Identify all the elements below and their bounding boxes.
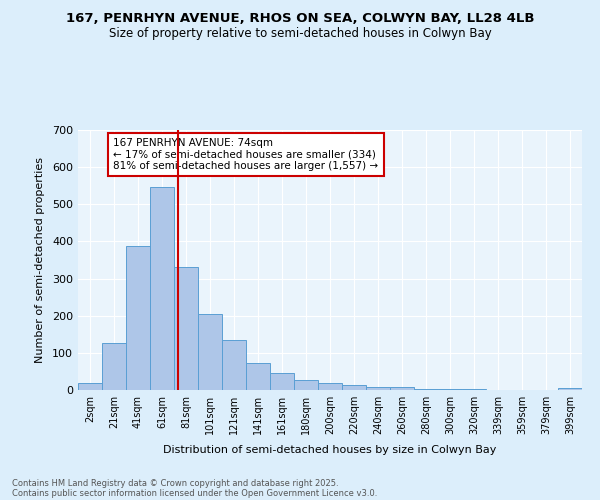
Bar <box>78 382 102 390</box>
Text: 167 PENRHYN AVENUE: 74sqm
← 17% of semi-detached houses are smaller (334)
81% of: 167 PENRHYN AVENUE: 74sqm ← 17% of semi-… <box>113 138 379 171</box>
Text: Contains HM Land Registry data © Crown copyright and database right 2025.: Contains HM Land Registry data © Crown c… <box>12 478 338 488</box>
Bar <box>198 314 222 390</box>
Bar <box>318 382 342 390</box>
Bar <box>222 340 246 390</box>
Text: Contains public sector information licensed under the Open Government Licence v3: Contains public sector information licen… <box>12 488 377 498</box>
Bar <box>294 380 318 390</box>
X-axis label: Distribution of semi-detached houses by size in Colwyn Bay: Distribution of semi-detached houses by … <box>163 446 497 456</box>
Bar <box>126 246 150 390</box>
Bar <box>390 388 414 390</box>
Y-axis label: Number of semi-detached properties: Number of semi-detached properties <box>35 157 45 363</box>
Bar <box>366 386 390 390</box>
Bar <box>150 187 174 390</box>
Bar <box>558 388 582 390</box>
Bar <box>414 388 438 390</box>
Bar <box>270 374 294 390</box>
Bar <box>174 266 198 390</box>
Text: Size of property relative to semi-detached houses in Colwyn Bay: Size of property relative to semi-detach… <box>109 28 491 40</box>
Bar <box>342 385 366 390</box>
Bar <box>246 364 270 390</box>
Text: 167, PENRHYN AVENUE, RHOS ON SEA, COLWYN BAY, LL28 4LB: 167, PENRHYN AVENUE, RHOS ON SEA, COLWYN… <box>66 12 534 26</box>
Bar <box>102 343 126 390</box>
